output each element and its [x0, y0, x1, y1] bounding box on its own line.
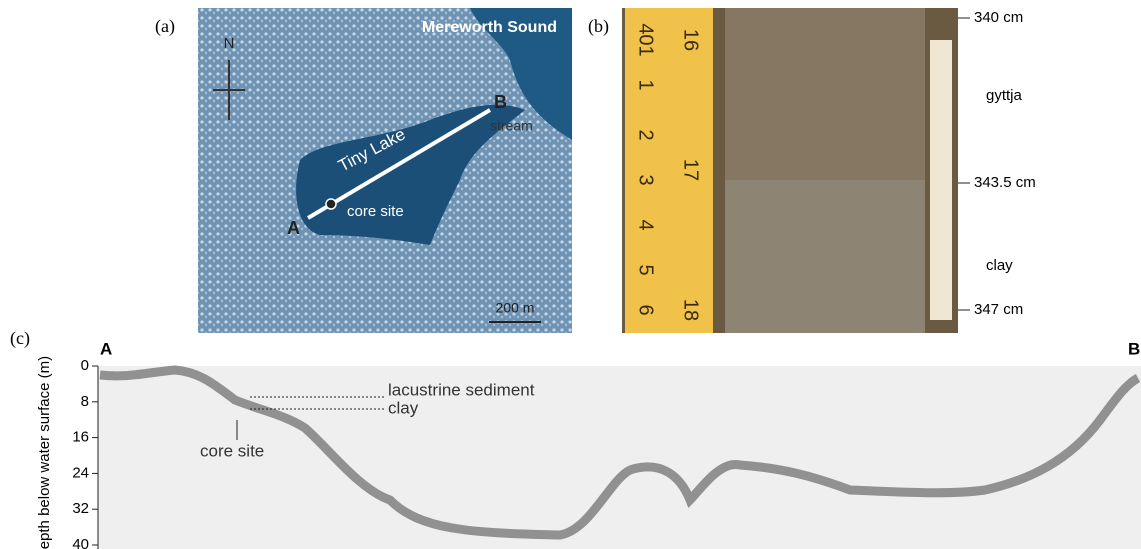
y-axis-label: Depth below water surface (m)	[36, 356, 53, 549]
core-tape	[930, 40, 952, 320]
panel-label: (c)	[10, 328, 30, 349]
ruler-label: 18	[680, 299, 702, 321]
unit-label: gyttja	[986, 87, 1023, 104]
panel-label: (a)	[155, 16, 175, 37]
y-tick-label: 32	[72, 500, 89, 517]
ruler-label: 1	[635, 79, 657, 90]
y-axis: 0 8 16 24 32 40	[72, 357, 98, 549]
core-clay	[725, 180, 925, 333]
core-label: core site	[347, 203, 404, 220]
annotation: core site	[200, 441, 264, 460]
place-label: Mereworth Sound	[422, 19, 557, 36]
unit-label: clay	[986, 257, 1013, 274]
depth-label: 343.5 cm	[974, 174, 1036, 191]
ruler-label: 401	[635, 23, 657, 56]
point-label: B	[494, 92, 507, 112]
core-marker	[326, 199, 336, 209]
north-label: N	[224, 35, 235, 52]
y-tick-label: 16	[72, 429, 89, 446]
depth-label: 340 cm	[974, 9, 1023, 26]
scale-label: 200 m	[496, 300, 535, 316]
ruler-label: 17	[680, 159, 702, 181]
panel-label: (b)	[588, 16, 609, 37]
y-tick-label: 8	[81, 393, 89, 410]
ruler-label: 5	[635, 264, 657, 275]
y-tick-label: 40	[72, 536, 89, 549]
ruler-label: 16	[680, 29, 702, 51]
ruler-label: 6	[635, 304, 657, 315]
figure: (a) N Mereworth Sound B stream Tiny Lake…	[0, 0, 1141, 549]
annotation: lacustrine sediment	[388, 380, 535, 399]
ruler-label: 2	[635, 129, 657, 140]
y-tick-label: 24	[72, 464, 89, 481]
annotation: clay	[388, 398, 419, 417]
profile-end: B	[1128, 339, 1140, 358]
ruler-label: 3	[635, 174, 657, 185]
y-tick-label: 0	[81, 357, 89, 374]
ruler-label: 4	[635, 219, 657, 230]
place-text: Mereworth Sound	[422, 19, 557, 36]
depth-label: 347 cm	[974, 301, 1023, 318]
point-label: A	[287, 218, 300, 238]
profile-start: A	[100, 339, 112, 358]
stream-label: stream	[490, 118, 533, 134]
